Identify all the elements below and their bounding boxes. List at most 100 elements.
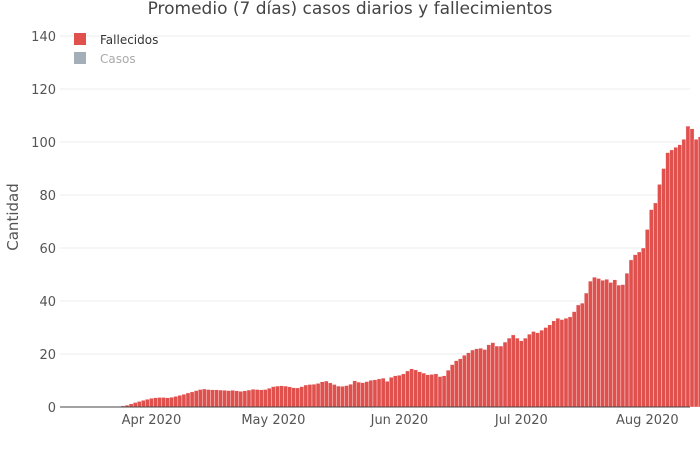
- bar[interactable]: [527, 333, 532, 408]
- bar[interactable]: [563, 318, 569, 408]
- bar[interactable]: [189, 391, 195, 408]
- bar[interactable]: [169, 397, 174, 408]
- bar[interactable]: [283, 385, 288, 408]
- bar[interactable]: [559, 319, 565, 408]
- legend-item-fallecidos[interactable]: Fallecidos: [74, 33, 158, 47]
- bar[interactable]: [376, 378, 382, 408]
- bar[interactable]: [165, 397, 170, 408]
- bar[interactable]: [214, 389, 219, 408]
- bar[interactable]: [132, 402, 138, 408]
- bar[interactable]: [588, 280, 593, 408]
- bar[interactable]: [393, 375, 398, 408]
- bar[interactable]: [202, 388, 207, 408]
- bar[interactable]: [173, 396, 179, 408]
- bar[interactable]: [649, 209, 654, 408]
- bar[interactable]: [454, 360, 459, 408]
- bar[interactable]: [429, 374, 435, 408]
- bar[interactable]: [506, 337, 512, 408]
- bar[interactable]: [535, 332, 540, 408]
- bar[interactable]: [315, 383, 321, 408]
- bar[interactable]: [624, 272, 630, 408]
- bar[interactable]: [250, 389, 256, 408]
- bar[interactable]: [645, 229, 650, 408]
- bar[interactable]: [242, 390, 248, 408]
- bar[interactable]: [267, 388, 272, 408]
- bar[interactable]: [319, 381, 325, 408]
- bar[interactable]: [669, 149, 674, 408]
- bar[interactable]: [490, 342, 496, 408]
- bar[interactable]: [685, 125, 691, 408]
- bar[interactable]: [271, 386, 276, 408]
- bar[interactable]: [344, 385, 349, 408]
- bar[interactable]: [356, 381, 361, 408]
- bar[interactable]: [246, 389, 252, 408]
- bar[interactable]: [153, 397, 158, 408]
- bar[interactable]: [198, 389, 203, 408]
- bar[interactable]: [470, 349, 475, 408]
- bar[interactable]: [486, 344, 492, 408]
- bar[interactable]: [425, 374, 431, 408]
- bar[interactable]: [389, 377, 394, 408]
- bar[interactable]: [230, 390, 235, 408]
- bar[interactable]: [193, 390, 199, 408]
- bar[interactable]: [600, 280, 605, 408]
- bar[interactable]: [364, 381, 370, 408]
- bar[interactable]: [458, 358, 463, 408]
- bar[interactable]: [543, 327, 548, 408]
- bar[interactable]: [494, 345, 500, 408]
- bar[interactable]: [324, 380, 329, 408]
- bar[interactable]: [413, 369, 418, 408]
- bar[interactable]: [571, 311, 577, 408]
- bar[interactable]: [523, 337, 528, 408]
- bar[interactable]: [580, 302, 585, 408]
- bar[interactable]: [551, 320, 557, 408]
- bar[interactable]: [474, 348, 479, 408]
- bar[interactable]: [641, 247, 646, 408]
- bar[interactable]: [311, 384, 317, 408]
- bar[interactable]: [258, 389, 264, 408]
- bar[interactable]: [632, 254, 638, 408]
- bar[interactable]: [576, 304, 581, 408]
- bar[interactable]: [547, 324, 552, 408]
- bar[interactable]: [157, 397, 162, 408]
- bar[interactable]: [340, 386, 345, 408]
- bar[interactable]: [348, 384, 353, 408]
- bar[interactable]: [397, 375, 402, 408]
- bar[interactable]: [303, 384, 309, 408]
- bar[interactable]: [368, 380, 374, 408]
- bar[interactable]: [222, 390, 227, 408]
- bar[interactable]: [254, 389, 260, 408]
- bar[interactable]: [531, 331, 536, 408]
- bar[interactable]: [450, 364, 455, 408]
- bar[interactable]: [401, 373, 406, 408]
- bar[interactable]: [177, 395, 183, 408]
- bar[interactable]: [539, 329, 544, 408]
- bar[interactable]: [405, 370, 410, 408]
- bar[interactable]: [149, 398, 154, 408]
- bar[interactable]: [226, 390, 231, 408]
- bar[interactable]: [657, 184, 662, 408]
- bar[interactable]: [519, 340, 524, 408]
- bar[interactable]: [137, 401, 142, 408]
- bar[interactable]: [145, 399, 150, 408]
- bar[interactable]: [372, 379, 378, 408]
- bar[interactable]: [206, 389, 211, 408]
- bar[interactable]: [380, 377, 386, 408]
- bar[interactable]: [482, 349, 487, 408]
- bar[interactable]: [478, 347, 483, 408]
- bar[interactable]: [218, 389, 223, 408]
- bar[interactable]: [275, 385, 280, 408]
- bar[interactable]: [409, 368, 414, 408]
- bar[interactable]: [697, 136, 700, 408]
- bar[interactable]: [360, 382, 366, 408]
- bar[interactable]: [608, 282, 613, 408]
- bar[interactable]: [555, 318, 561, 408]
- bar[interactable]: [437, 376, 443, 408]
- bar[interactable]: [681, 139, 687, 408]
- bar[interactable]: [665, 152, 670, 408]
- bar[interactable]: [653, 202, 658, 408]
- bar[interactable]: [307, 384, 313, 408]
- bar[interactable]: [596, 278, 601, 408]
- bar[interactable]: [677, 144, 683, 408]
- bar[interactable]: [336, 385, 341, 408]
